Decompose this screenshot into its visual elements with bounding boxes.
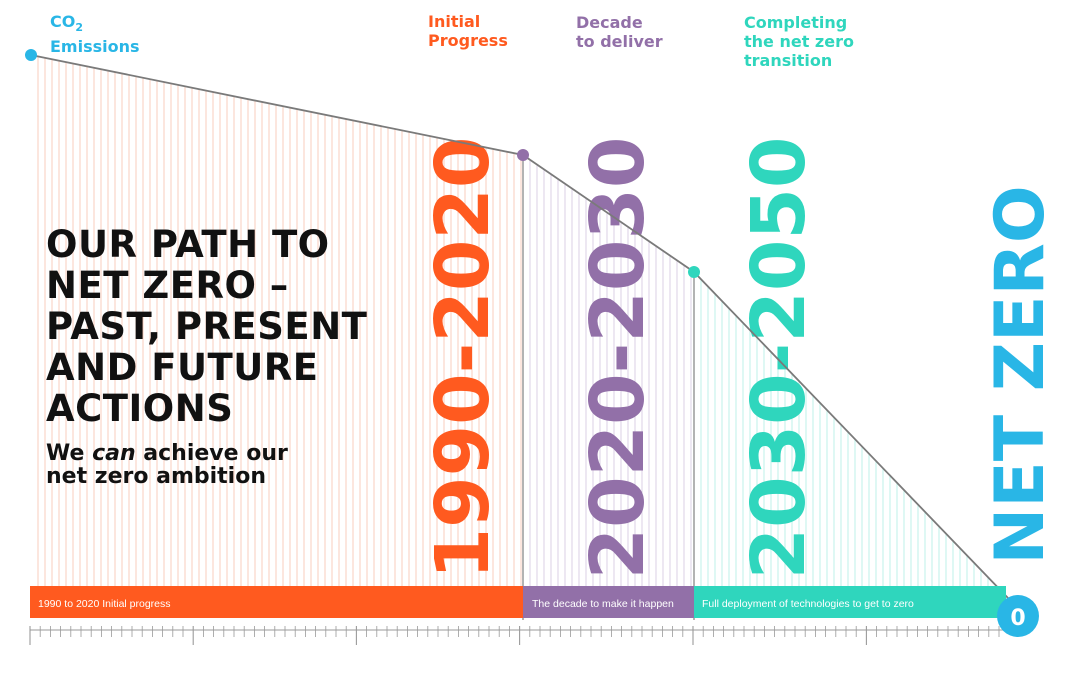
header-completing-transition: Completing the net zero transition [744,13,854,70]
emissions-text: Emissions [50,37,140,57]
period-label-1990-2020: 1990-2020 [420,137,506,580]
period-label-2020-2030: 2020-2030 [575,137,661,580]
initial-period-hatching [37,56,522,586]
co2-start-marker [25,49,37,61]
complete-period-hatching [700,279,989,586]
marker-2020 [517,149,529,161]
page-title: OUR PATH TO NET ZERO – PAST, PRESENT AND… [46,223,368,430]
zero-badge-text: 0 [1010,606,1025,631]
period-bar-initial [30,586,523,618]
period-label-2030-2050: 2030-2050 [736,137,822,580]
page-subtitle: We can achieve our net zero ambition [46,442,288,488]
header-decade-to-deliver: Decade to deliver [576,13,663,51]
co2-text: CO [50,12,76,31]
emissions-trajectory-line [30,54,1009,599]
decade-period-hatching [529,159,692,586]
zero-badge [997,595,1039,637]
subtitle-part1: We [46,441,93,466]
period-bar-complete [694,586,1006,618]
subtitle-part2: achieve our [135,441,288,466]
bar-text-decade: The decade to make it happen [532,598,674,610]
co2-subscript: 2 [75,21,83,35]
marker-2030 [688,266,700,278]
period-bar-decade [523,586,694,618]
header-co2-emissions: CO2 Emissions [50,12,140,56]
subtitle-line2: net zero ambition [46,464,266,489]
timeline-axis [29,626,1008,645]
bar-text-complete: Full deployment of technologies to get t… [702,598,914,610]
bar-text-initial: 1990 to 2020 Initial progress [38,598,171,610]
net-zero-label: NET ZERO [981,185,1060,564]
subtitle-emphasis: can [92,441,136,466]
header-initial-progress: Initial Progress [428,12,508,50]
